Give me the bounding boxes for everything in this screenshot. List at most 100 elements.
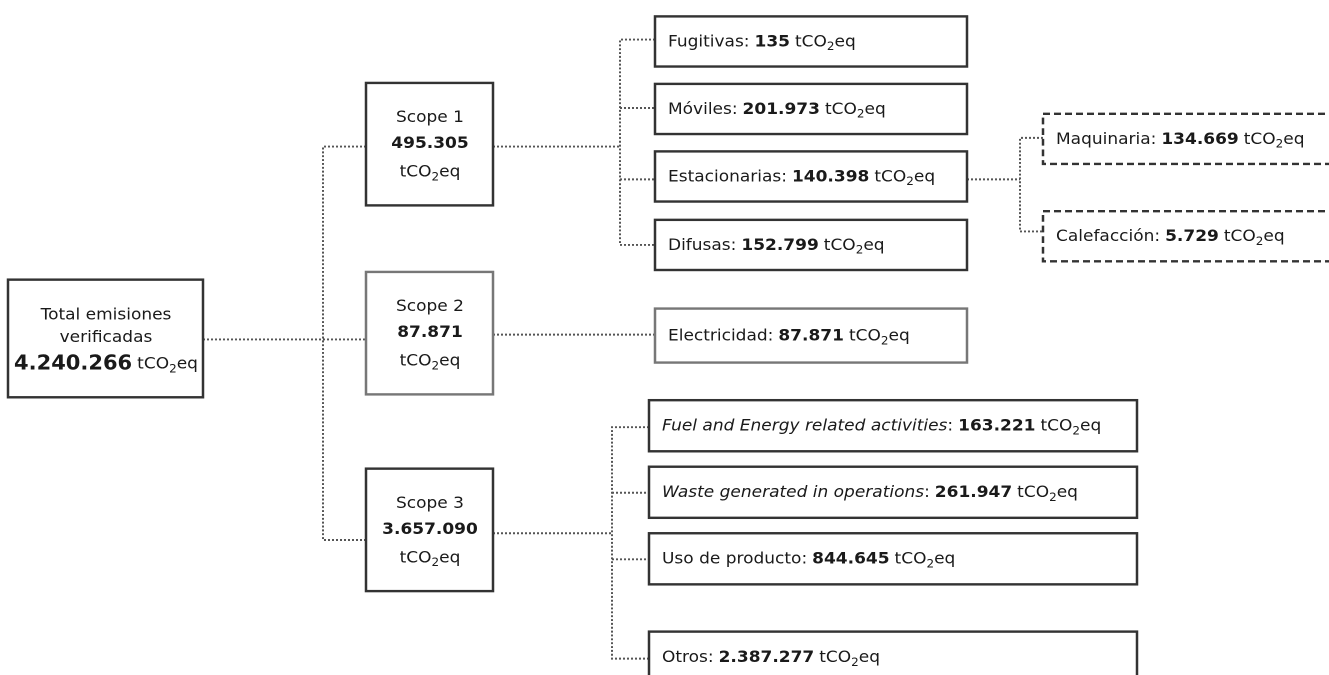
sub-item-box: [1041, 209, 1329, 263]
separator: :: [744, 31, 750, 50]
connector: [619, 38, 655, 246]
unit: eq: [1080, 415, 1101, 434]
root-total: 4.240.266 tCO2eq: [14, 351, 198, 375]
item-box: [653, 150, 969, 203]
item-label: Electricidad: [668, 325, 768, 344]
item-text: Uso de producto: 844.645 tCO2eq: [662, 548, 955, 570]
item-box: [653, 82, 969, 136]
unit-sub: 2: [169, 361, 177, 375]
scope-box: [364, 467, 495, 593]
scope-box: [364, 81, 495, 207]
item-label: Estacionarias: [668, 166, 781, 185]
item-text: Maquinaria: 134.669 tCO2eq: [1056, 129, 1305, 151]
item-label: Fuel and Energy related activities: [662, 415, 948, 434]
scope-value: 87.871: [397, 322, 463, 341]
root-label: verificadas: [60, 327, 153, 346]
unit: tCO: [1017, 482, 1049, 501]
item-label: Waste generated in operations: [662, 482, 924, 501]
item-text: Electricidad: 87.871 tCO2eq: [668, 325, 910, 347]
item-value: 201.973: [743, 99, 820, 118]
unit: eq: [888, 325, 909, 344]
unit-sub: 2: [1072, 423, 1080, 437]
sub-item-box: [1041, 112, 1329, 166]
separator: :: [708, 647, 714, 666]
unit-sub: 2: [1256, 234, 1264, 248]
unit: tCO: [1041, 415, 1073, 434]
item-value: 261.947: [935, 482, 1012, 501]
item-text: Calefacción: 5.729 tCO2eq: [1056, 226, 1285, 248]
unit-sub: 2: [432, 555, 440, 569]
root-box: [6, 278, 205, 399]
unit: tCO: [819, 647, 851, 666]
unit-sub: 2: [857, 106, 865, 120]
unit-sub: 2: [881, 333, 889, 347]
unit: eq: [1283, 129, 1304, 148]
unit: tCO: [849, 325, 881, 344]
separator: :: [731, 235, 737, 254]
scope-unit: tCO2eq: [400, 547, 461, 569]
unit-sub: 2: [432, 358, 440, 372]
unit: eq: [914, 166, 935, 185]
connector: [1019, 136, 1043, 233]
item-label: Móviles: [668, 99, 732, 118]
item-value: 844.645: [812, 548, 889, 567]
item-label: Otros: [662, 647, 708, 666]
item-value: 2.387.277: [719, 647, 815, 666]
item-box: [653, 15, 969, 68]
item-box: [653, 218, 969, 272]
unit: eq: [863, 235, 884, 254]
separator: :: [768, 325, 774, 344]
scope-name: Scope 2: [396, 296, 464, 315]
unit-sub: 2: [1276, 136, 1284, 150]
scope-box: [364, 270, 495, 396]
unit: tCO: [400, 161, 432, 180]
unit-sub: 2: [926, 556, 934, 570]
item-text: Otros: 2.387.277 tCO2eq: [662, 647, 880, 669]
unit: eq: [177, 353, 198, 372]
item-box: [647, 398, 1139, 453]
item-text: Difusas: 152.799 tCO2eq: [668, 235, 885, 257]
item-text: Fugitivas: 135 tCO2eq: [668, 31, 856, 53]
unit: eq: [439, 547, 460, 566]
unit: tCO: [825, 99, 857, 118]
unit: eq: [1057, 482, 1078, 501]
scope-value: 3.657.090: [382, 519, 478, 538]
item-value: 152.799: [741, 235, 818, 254]
item-text: Waste generated in operations: 261.947 tCO…: [662, 482, 1078, 504]
item-label: Difusas: [668, 235, 731, 254]
item-value: 5.729: [1165, 226, 1219, 245]
item-label: Uso de producto: [662, 548, 801, 567]
unit-sub: 2: [827, 39, 835, 53]
unit: eq: [934, 548, 955, 567]
unit-sub: 2: [432, 169, 440, 183]
scope-name: Scope 1: [396, 107, 464, 126]
unit: tCO: [824, 235, 856, 254]
connector: [611, 426, 649, 660]
connector: [322, 145, 366, 541]
item-label: Maquinaria: [1056, 129, 1151, 148]
unit: eq: [865, 99, 886, 118]
unit: tCO: [874, 166, 906, 185]
separator: :: [1151, 129, 1157, 148]
separator: :: [1154, 226, 1160, 245]
item-value: 135: [755, 31, 790, 50]
unit: eq: [835, 31, 856, 50]
item-box: [647, 465, 1139, 520]
separator: :: [781, 166, 787, 185]
unit: tCO: [137, 353, 169, 372]
scope-unit: tCO2eq: [400, 161, 461, 183]
item-box: [647, 630, 1139, 675]
unit-sub: 2: [851, 655, 859, 669]
scope-value: 495.305: [391, 133, 468, 152]
item-box: [647, 532, 1139, 586]
item-value: 87.871: [778, 325, 844, 344]
item-value: 163.221: [958, 415, 1035, 434]
unit: tCO: [895, 548, 927, 567]
unit-sub: 2: [856, 242, 864, 256]
item-text: Móviles: 201.973 tCO2eq: [668, 99, 886, 121]
item-box: [653, 307, 969, 364]
unit: tCO: [400, 350, 432, 369]
item-value: 140.398: [792, 166, 869, 185]
item-text: Estacionarias: 140.398 tCO2eq: [668, 166, 935, 188]
